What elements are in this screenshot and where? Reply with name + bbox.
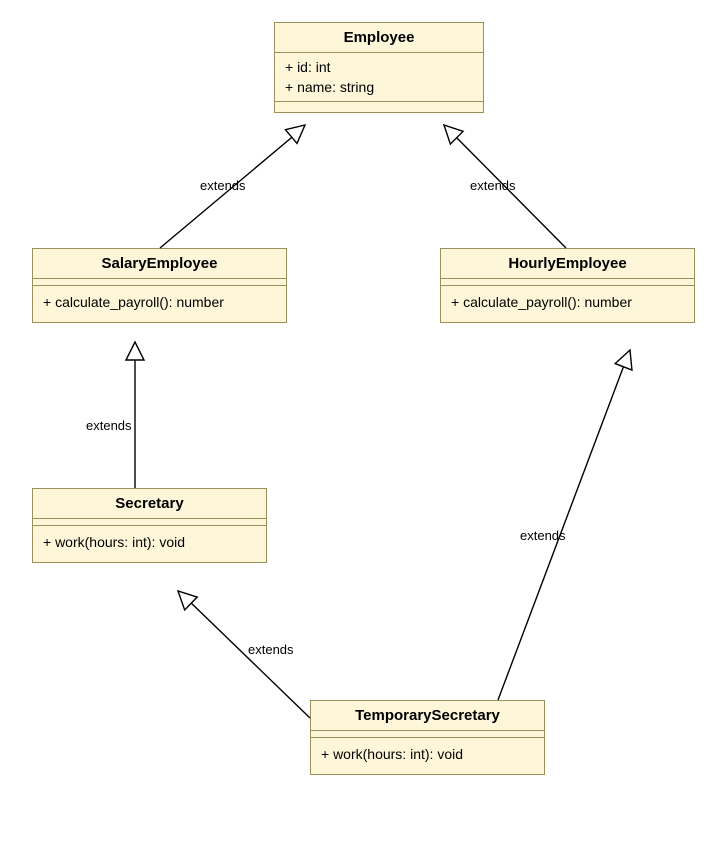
class-employee: Employee + id: int + name: string: [274, 22, 484, 113]
class-attributes: [33, 279, 286, 286]
method: + work(hours: int): void: [43, 532, 256, 552]
class-name: HourlyEmployee: [441, 249, 694, 279]
edge-label: extends: [200, 178, 246, 193]
class-salary-employee: SalaryEmployee + calculate_payroll(): nu…: [32, 248, 287, 323]
attribute: + name: string: [285, 77, 473, 97]
class-attributes: + id: int + name: string: [275, 53, 483, 102]
class-name: Secretary: [33, 489, 266, 519]
class-methods: + work(hours: int): void: [311, 738, 544, 774]
class-attributes: [311, 731, 544, 738]
class-attributes: [33, 519, 266, 526]
edge-secretary-to-salary: [126, 342, 144, 488]
edge-label: extends: [470, 178, 516, 193]
edge-label: extends: [248, 642, 294, 657]
edge-label: extends: [86, 418, 132, 433]
edge-tempsec-to-hourly: [498, 347, 638, 700]
class-name: SalaryEmployee: [33, 249, 286, 279]
class-name: TemporarySecretary: [311, 701, 544, 731]
class-methods: + work(hours: int): void: [33, 526, 266, 562]
class-temporary-secretary: TemporarySecretary + work(hours: int): v…: [310, 700, 545, 775]
method: + work(hours: int): void: [321, 744, 534, 764]
class-name: Employee: [275, 23, 483, 53]
attribute: + id: int: [285, 57, 473, 77]
edge-label: extends: [520, 528, 566, 543]
method: + calculate_payroll(): number: [43, 292, 276, 312]
method: + calculate_payroll(): number: [451, 292, 684, 312]
class-attributes: [441, 279, 694, 286]
class-hourly-employee: HourlyEmployee + calculate_payroll(): nu…: [440, 248, 695, 323]
class-secretary: Secretary + work(hours: int): void: [32, 488, 267, 563]
class-methods: [275, 102, 483, 112]
class-methods: + calculate_payroll(): number: [33, 286, 286, 322]
class-methods: + calculate_payroll(): number: [441, 286, 694, 322]
